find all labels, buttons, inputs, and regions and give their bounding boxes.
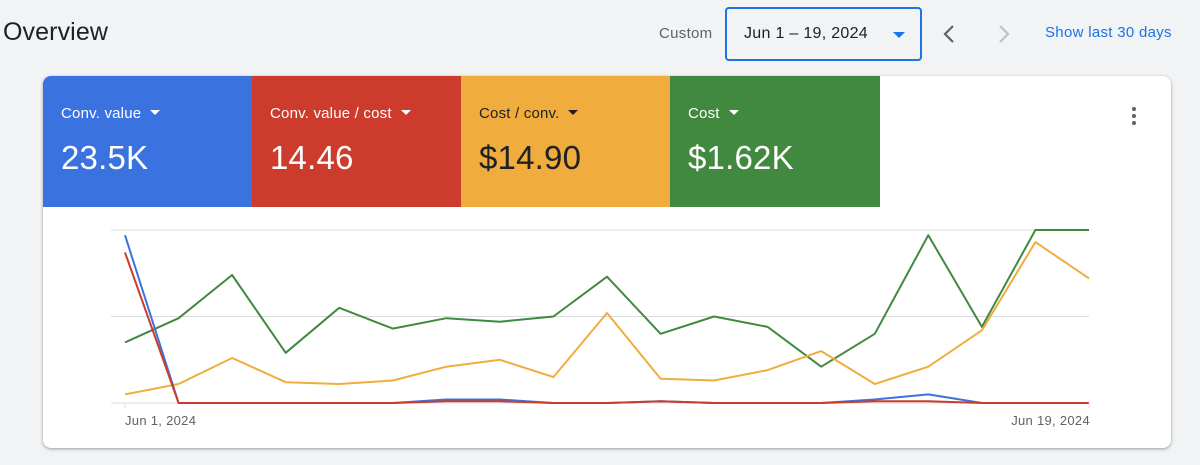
more-vert-icon	[1132, 107, 1136, 111]
chevron-right-icon	[999, 25, 1010, 43]
chevron-left-icon	[943, 25, 954, 43]
x-axis-tick-label: Jun 19, 2024	[1011, 413, 1090, 428]
metric-tile-label: Cost / conv.	[479, 105, 560, 122]
caret-down-icon	[728, 110, 739, 115]
series-line-cost-conv[interactable]	[124, 241, 1090, 396]
page-title: Overview	[3, 18, 108, 46]
metric-tile-cost-per-conv[interactable]: Cost / conv. $14.90	[461, 76, 670, 207]
metric-tile-conv-value[interactable]: Conv. value 23.5K	[43, 76, 252, 207]
next-period-button[interactable]	[987, 18, 1019, 50]
date-range-picker[interactable]: Jun 1 – 19, 2024	[725, 7, 922, 61]
show-last-30-days-link[interactable]: Show last 30 days	[1045, 24, 1172, 41]
metric-tile-value: $1.62K	[688, 139, 794, 176]
metric-tile-label: Conv. value	[61, 105, 142, 122]
x-axis-tick-label: Jun 1, 2024	[125, 413, 196, 428]
date-range-type-label: Custom	[659, 25, 713, 42]
metric-tile-label: Cost	[688, 105, 720, 122]
metric-tile-cost[interactable]: Cost $1.62K	[670, 76, 880, 207]
metric-tile-value: 14.46	[270, 139, 354, 176]
metric-tile-conv-value-per-cost[interactable]: Conv. value / cost 14.46	[252, 76, 461, 207]
series-line-conv-value-cost[interactable]	[124, 252, 1089, 404]
chevron-down-icon	[893, 32, 905, 38]
metric-tile-value: 23.5K	[61, 139, 149, 176]
metric-tile-value: $14.90	[479, 139, 582, 176]
performance-chart: Jun 1, 2024 Jun 19, 2024	[111, 229, 1090, 428]
caret-down-icon	[150, 110, 161, 115]
previous-period-button[interactable]	[934, 18, 966, 50]
overview-card: Conv. value 23.5K Conv. value / cost 14.…	[43, 76, 1171, 448]
metric-tile-label: Conv. value / cost	[270, 105, 392, 122]
series-line-conv-value[interactable]	[124, 234, 1089, 404]
date-range-value: Jun 1 – 19, 2024	[744, 25, 869, 42]
metric-tiles: Conv. value 23.5K Conv. value / cost 14.…	[43, 76, 880, 207]
more-options-button[interactable]	[1123, 104, 1145, 130]
caret-down-icon	[400, 110, 411, 115]
series-line-cost[interactable]	[124, 229, 1089, 368]
caret-down-icon	[568, 110, 579, 115]
